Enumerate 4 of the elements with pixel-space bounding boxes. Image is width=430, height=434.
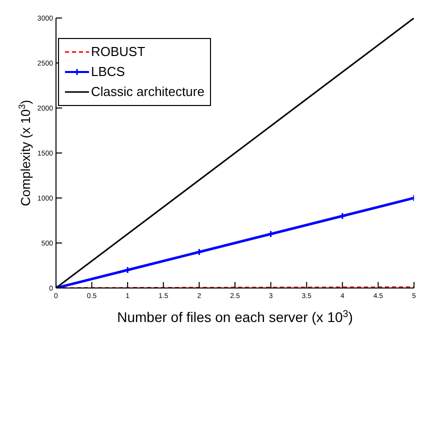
x-axis-title: Number of files on each server (x 10$^{3}$): [117, 308, 353, 325]
legend-label: LBCS: [91, 63, 125, 81]
legend-label: ROBUST: [91, 43, 146, 61]
legend-label: Classic architecture: [91, 83, 204, 101]
